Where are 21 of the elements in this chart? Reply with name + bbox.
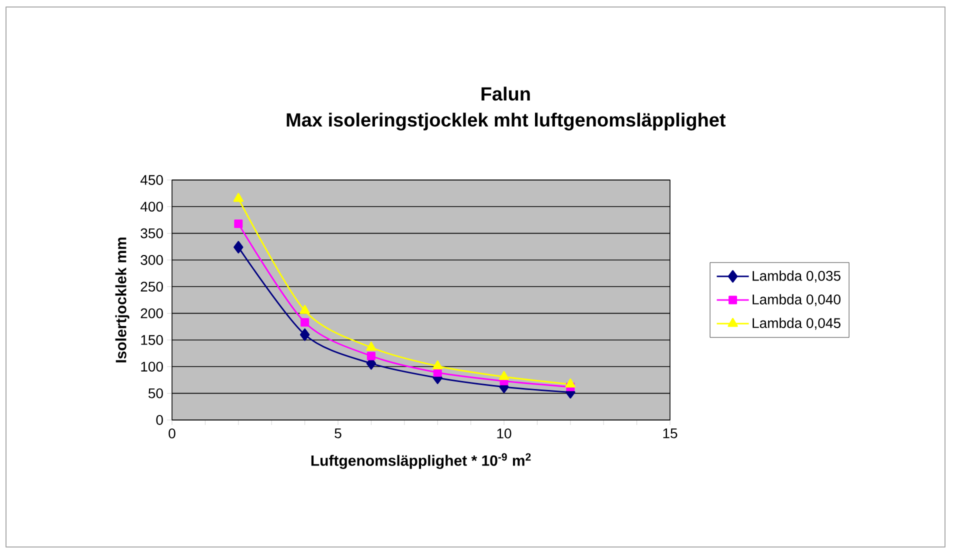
- legend-label: Lambda 0,045: [752, 318, 840, 330]
- legend-label: Lambda 0,035: [752, 270, 840, 282]
- y-axis-title: Isolertjocklek mm: [115, 238, 130, 362]
- x-tick-label: 5: [334, 428, 342, 438]
- chart-title: Falun: [482, 86, 530, 101]
- y-tick-label: 200: [140, 308, 163, 318]
- chart-subtitle: Max isoleringstjocklek mht luftgenomsläpplighet: [286, 112, 726, 130]
- x-tick-label: 0: [168, 428, 176, 438]
- y-tick-label: 450: [140, 175, 163, 185]
- y-tick-label: 400: [140, 202, 163, 212]
- y-tick-label: 250: [140, 282, 163, 292]
- y-tick-label: 50: [148, 388, 163, 398]
- x-axis-title: Luftgenomsläpplighet * 10$^{-9}$ m$^{2}$: [311, 453, 531, 469]
- y-tick-label: 100: [141, 362, 163, 372]
- legend-label: Lambda 0,040: [752, 294, 840, 306]
- x-tick-label: 15: [663, 428, 678, 438]
- y-tick-label: 300: [140, 255, 163, 265]
- x-tick-label: 10: [497, 428, 512, 438]
- y-tick-label: 0: [156, 415, 163, 425]
- y-tick-label: 150: [141, 335, 163, 345]
- y-tick-label: 350: [140, 228, 163, 238]
